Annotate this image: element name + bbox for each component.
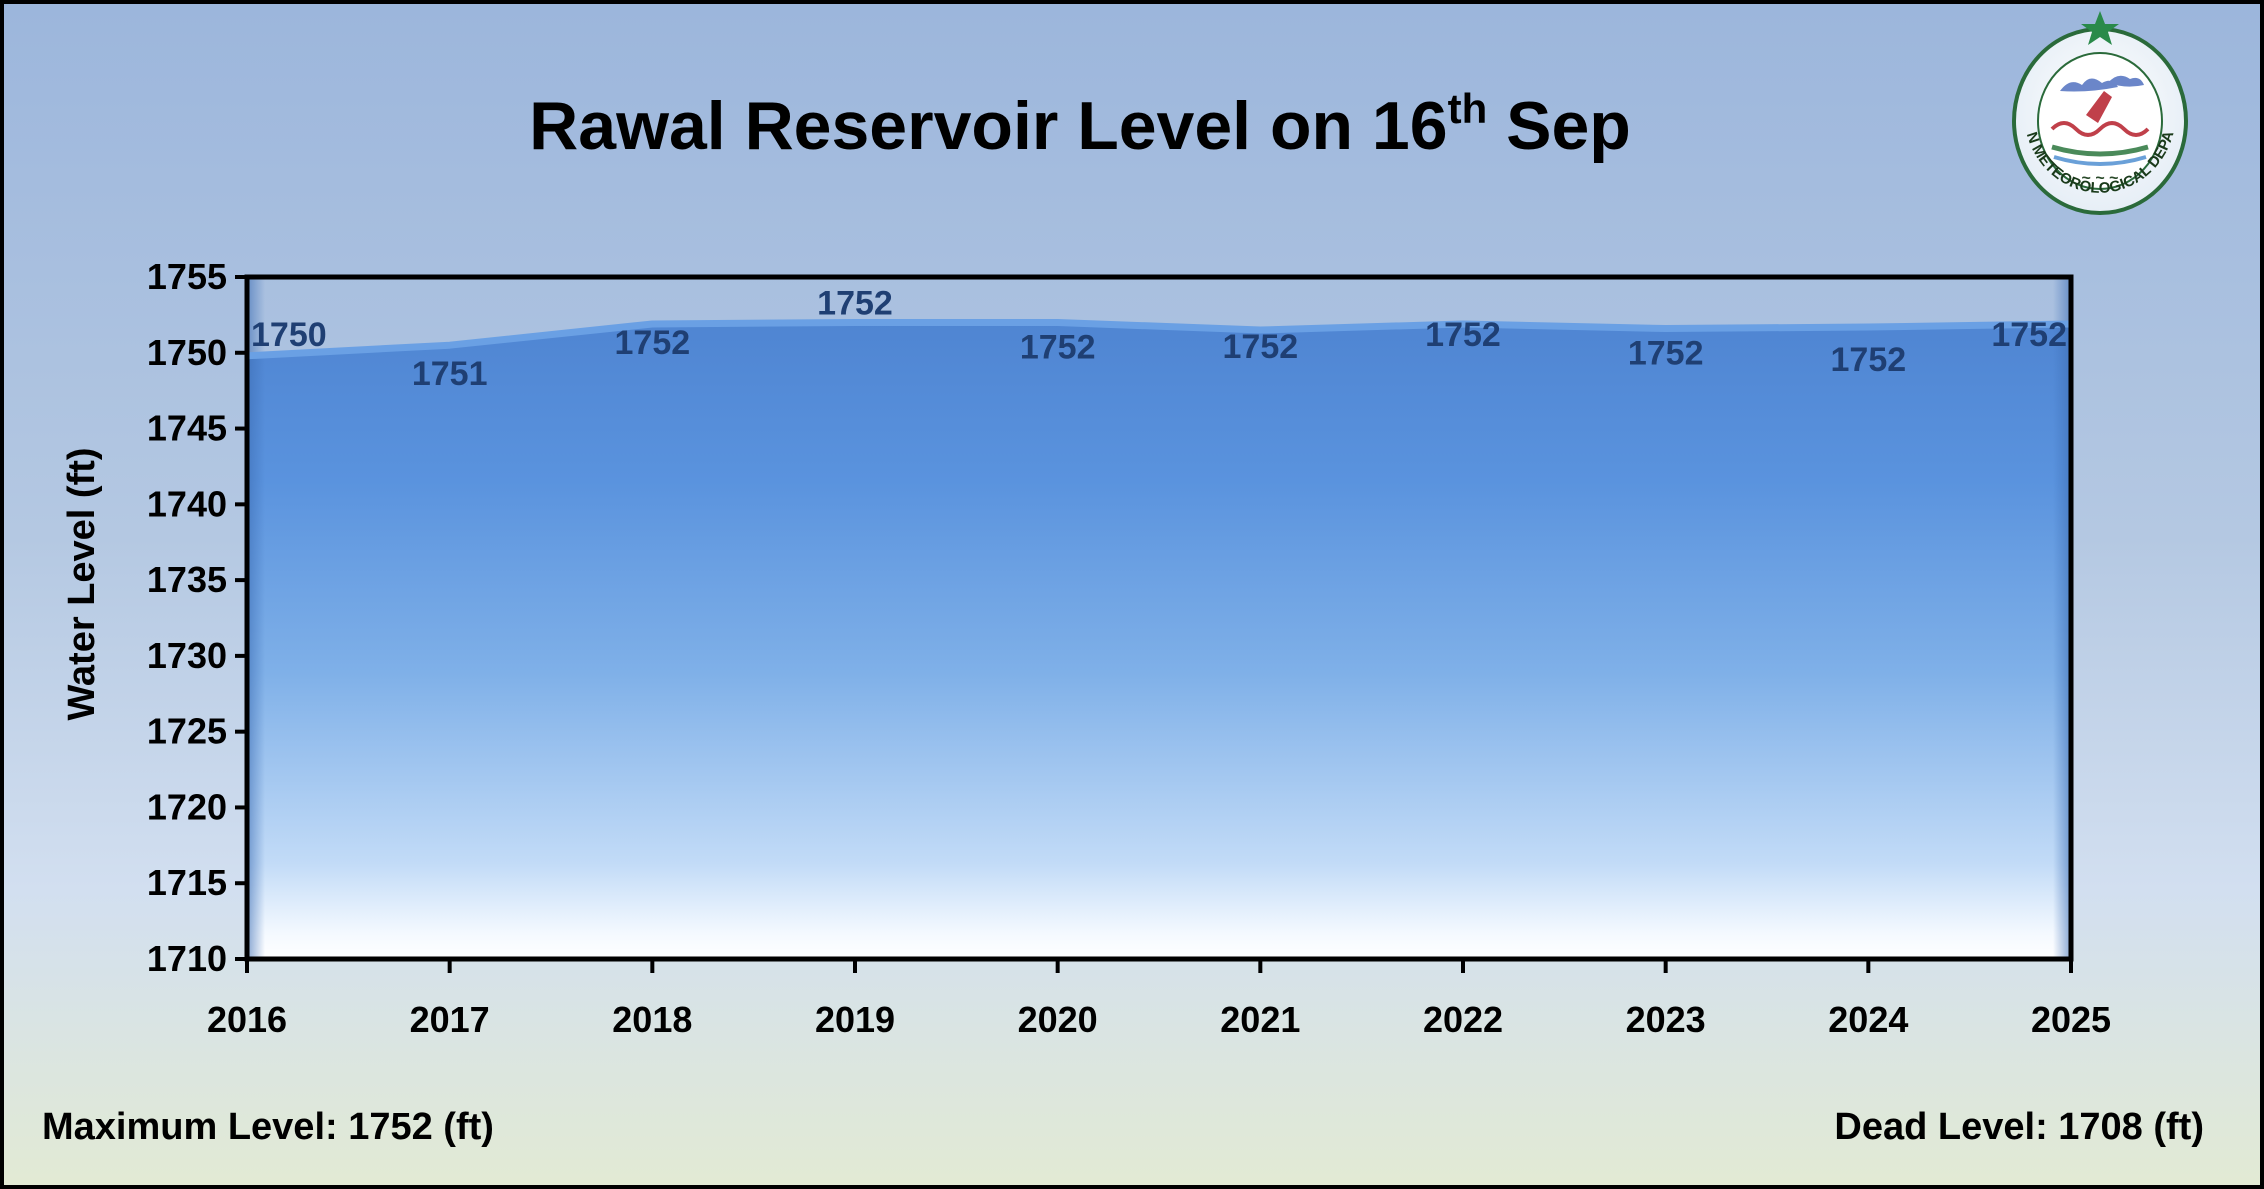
data-label: 1752 [1628,335,1704,373]
y-tick-label: 1720 [147,786,227,827]
chart-title-main: Rawal Reservoir Level on 16 [529,88,1447,164]
x-tick-label: 2025 [2031,999,2111,1040]
svg-text:~ ~ ~: ~ ~ ~ [2082,170,2119,187]
max-level-note: Maximum Level: 1752 (ft) [42,1106,494,1148]
y-tick-label: 1730 [147,635,227,676]
chart-title-suffix: Sep [1487,88,1631,164]
area-side-left [247,277,265,959]
x-tick-label: 2018 [612,999,692,1040]
x-tick-label: 2017 [410,999,490,1040]
dead-level-note: Dead Level: 1708 (ft) [1834,1106,2204,1148]
y-tick-label: 1725 [147,711,227,752]
plot-border [244,274,2074,962]
x-tick-label: 2020 [1018,999,1098,1040]
y-tick-label: 1735 [147,559,227,600]
level-area [247,322,2071,959]
pmd-logo-icon: ~ ~ ~ PAKISTAN METEOROLOGICAL DEPARTMENT [2012,11,2188,215]
data-labels: 1750 1751 1752 1752 1752 1752 1752 1752 1752 1752 [251,284,2067,393]
area-side-right [2053,277,2071,959]
data-label: 1752 [1831,341,1907,379]
chart-title-superscript: th [1448,85,1488,132]
chart-title: Rawal Reservoir Level on 16th Sep [529,85,1631,164]
data-label: 1752 [1020,328,1096,366]
y-tick-label: 1740 [147,483,227,524]
data-label: 1751 [412,355,488,393]
x-tick-label: 2016 [207,999,287,1040]
y-axis-title: Water Level (ft) [61,447,103,720]
data-label: 1750 [251,316,327,354]
data-label: 1752 [1425,316,1501,354]
y-tick-label: 1715 [147,862,227,903]
y-tick-label: 1750 [147,332,227,373]
plot-area [244,274,2074,962]
x-tick-label: 2023 [1626,999,1706,1040]
x-tick-label: 2022 [1423,999,1503,1040]
x-axis: 2016 2017 2018 2019 2020 2021 2022 2023 2024 2025 [207,959,2111,1040]
y-tick-label: 1755 [147,256,227,297]
chart: Rawal Reservoir Level on 16th Sep Water … [61,11,2188,1040]
x-tick-label: 2024 [1828,999,1908,1040]
x-tick-label: 2019 [815,999,895,1040]
data-label: 1752 [817,284,893,322]
data-label: 1752 [1991,316,2067,354]
data-label: 1752 [1223,328,1299,366]
y-tick-label: 1710 [147,938,227,979]
x-tick-label: 2021 [1220,999,1300,1040]
level-line [246,318,2072,360]
y-axis: 1710 1715 1720 1725 1730 1735 1740 1745 1750 1755 [147,256,247,979]
y-tick-label: 1745 [147,408,227,449]
data-label: 1752 [615,324,691,362]
